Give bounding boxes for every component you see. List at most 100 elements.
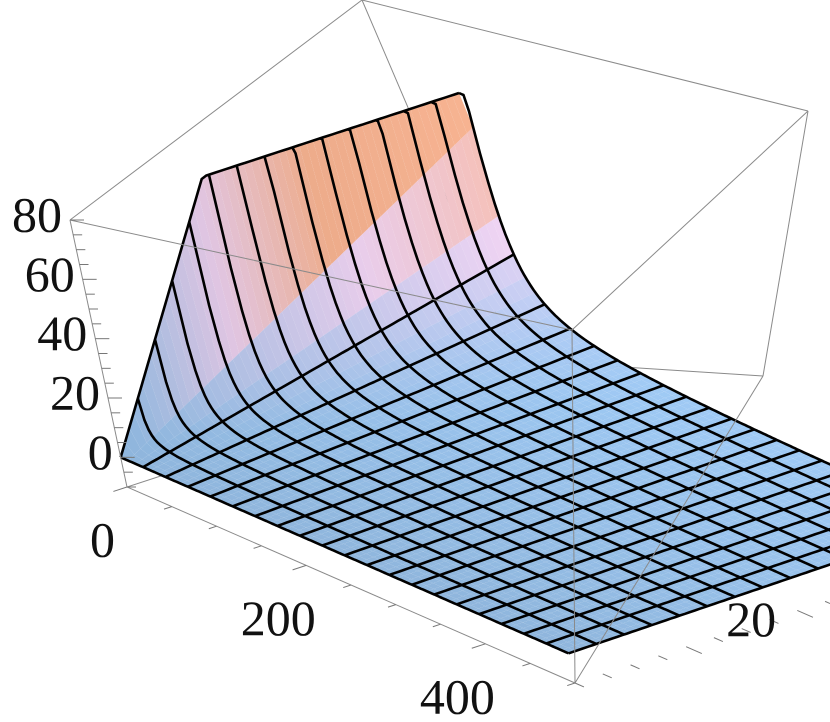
surface-patch [663, 519, 678, 525]
surface-patch [507, 607, 522, 614]
surface-patch [263, 459, 279, 466]
surface-patch [823, 552, 830, 558]
surface-patch [133, 398, 153, 443]
surface-patch [545, 629, 560, 636]
mesh-line-y [458, 91, 830, 466]
surface-patch [249, 402, 265, 416]
surface-patch [219, 401, 236, 418]
surface-patch [497, 322, 513, 335]
surface-patch [448, 145, 480, 234]
surface-patch [810, 486, 825, 492]
surface-patch [451, 355, 467, 365]
surface-patch [325, 264, 350, 323]
surface-patch [825, 499, 830, 504]
surface-patch [347, 504, 362, 510]
surface-patch [486, 472, 502, 479]
surface-patch [524, 495, 540, 502]
surface-patch [193, 468, 208, 475]
surface-patch [664, 536, 680, 542]
z-tick-label: 80 [12, 186, 62, 242]
surface-patch [409, 481, 424, 488]
surface-patch [377, 455, 393, 462]
surface-patch [239, 347, 259, 385]
surface-patch [446, 246, 468, 285]
surface-patch [767, 483, 782, 489]
surface-patch [697, 507, 713, 513]
surface-patch [822, 541, 830, 547]
surface-patch [279, 473, 294, 480]
surface-patch [257, 156, 301, 300]
surface-patch [452, 484, 467, 491]
surface-patch [578, 530, 593, 537]
surface-patch [386, 544, 402, 550]
surface-patch [436, 157, 467, 243]
surface-patch [754, 505, 770, 511]
surface-patch [424, 494, 440, 501]
surface-patch [177, 453, 192, 461]
surface-patch [535, 598, 550, 605]
surface-patch [376, 511, 391, 518]
surface-patch [471, 398, 487, 406]
surface-patch [618, 498, 633, 505]
surface-patch [555, 591, 571, 597]
surface-patch [512, 444, 527, 451]
surface-patch [441, 450, 457, 457]
surface-patch [397, 379, 413, 389]
surface-patch [486, 544, 502, 551]
surface-patch [803, 488, 818, 495]
surface-patch [172, 265, 209, 390]
surface-patch [540, 372, 555, 380]
surface-patch [661, 572, 676, 579]
surface-patch [342, 402, 358, 412]
surface-patch [441, 292, 459, 316]
surface-patch [633, 511, 649, 517]
surface-patch [284, 357, 302, 380]
surface-patch [749, 453, 765, 459]
surface-patch [209, 481, 224, 488]
surface-patch [368, 334, 385, 353]
surface-patch [629, 618, 645, 625]
surface-patch [467, 568, 483, 575]
surface-patch [295, 486, 310, 493]
surface-patch [704, 575, 719, 582]
surface-patch [708, 539, 723, 545]
surface-patch [434, 453, 450, 460]
surface-patch [354, 341, 372, 360]
surface-patch [152, 430, 168, 447]
surface-patch [560, 426, 576, 433]
surface-patch [519, 441, 534, 448]
surface-patch [483, 328, 500, 341]
surface-patch [435, 527, 450, 533]
surface-patch [319, 514, 334, 520]
surface-patch [250, 415, 266, 426]
surface-patch [599, 594, 614, 600]
surface-patch [129, 413, 147, 449]
surface-patch [703, 487, 718, 494]
surface-patch [754, 576, 769, 582]
surface-patch [786, 458, 801, 465]
surface-patch [282, 383, 298, 398]
surface-patch [725, 424, 740, 431]
surface-patch [433, 255, 455, 293]
surface-patch [572, 620, 588, 627]
surface-patch [315, 364, 332, 381]
surface-patch [305, 519, 320, 525]
surface-patch [815, 466, 830, 473]
surface-patch [692, 526, 707, 533]
surface-patch [656, 521, 671, 528]
surface-patch [748, 507, 763, 514]
surface-patch [329, 473, 344, 480]
surface-patch [304, 344, 322, 369]
surface-patch [536, 615, 551, 621]
surface-patch [697, 577, 712, 584]
surface-patch [733, 583, 749, 589]
surface-patch [213, 459, 229, 467]
surface-patch [818, 501, 830, 507]
surface-patch [549, 390, 565, 398]
surface-patch [702, 558, 718, 565]
x-tick-mark [471, 643, 486, 649]
surface-patch [644, 543, 659, 549]
surface-patch [361, 338, 379, 357]
surface-patch [606, 448, 621, 455]
surface-patch [553, 429, 569, 436]
